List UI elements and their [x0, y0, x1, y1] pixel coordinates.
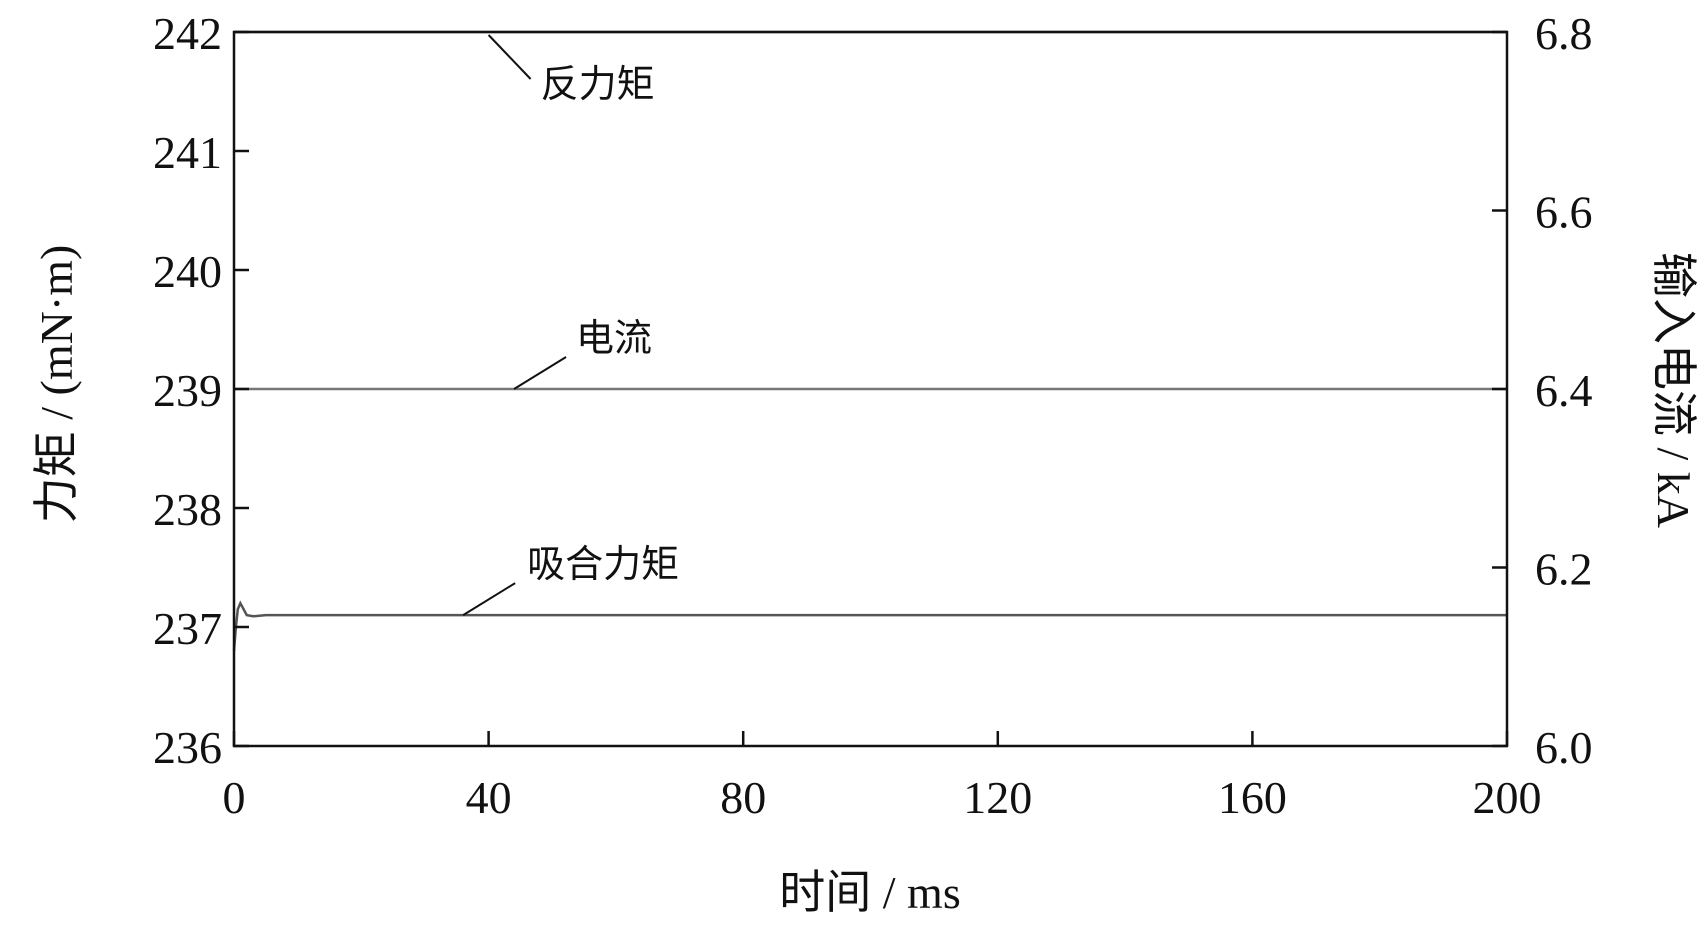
annotation-leader-0 — [487, 34, 532, 80]
x-tick-label: 40 — [466, 772, 512, 823]
series-label-2: 吸合力矩 — [527, 542, 679, 586]
x-tick-label: 160 — [1218, 772, 1287, 823]
y-left-tick-label: 241 — [153, 127, 222, 178]
y-right-tick-label: 6.4 — [1535, 365, 1593, 416]
series-line-2 — [232, 600, 1507, 651]
x-tick-label: 200 — [1473, 772, 1542, 823]
y-left-axis-title: 力矩 / (mN·m) — [31, 245, 82, 524]
x-axis-title: 时间 / ms — [779, 867, 960, 918]
x-tick-label: 0 — [223, 772, 246, 823]
x-tick-label: 80 — [720, 772, 766, 823]
y-right-tick-labels: 6.0 6.2 6.4 6.6 6.8 — [1535, 8, 1593, 773]
series-group — [232, 30, 1507, 651]
annotation-leaders — [462, 34, 567, 616]
x-tick-label: 120 — [963, 772, 1032, 823]
series-label-1: 电流 — [576, 316, 652, 360]
y-left-tick-label: 240 — [153, 246, 222, 297]
x-tick-labels: 0 40 80 120 160 200 — [223, 772, 1542, 823]
y-right-tick-label: 6.8 — [1535, 8, 1593, 59]
annotation-leader-2 — [462, 582, 516, 616]
y-left-tick-label: 239 — [153, 365, 222, 416]
y-right-axis-title: 输入电流 / kA — [1648, 252, 1699, 528]
y-right-tick-label: 6.2 — [1535, 544, 1593, 595]
series-label-0: 反力矩 — [541, 62, 655, 106]
y-right-tick-label: 6.6 — [1535, 187, 1593, 238]
y-left-tick-labels: 236 237 238 239 240 241 242 — [153, 8, 222, 773]
y-left-tick-label: 238 — [153, 484, 222, 535]
y-left-tick-label: 236 — [153, 722, 222, 773]
y-left-tick-label: 237 — [153, 603, 222, 654]
tick-marks — [232, 30, 1509, 748]
y-right-tick-label: 6.0 — [1535, 722, 1593, 773]
y-left-tick-label: 242 — [153, 8, 222, 59]
annotation-leader-1 — [513, 356, 567, 390]
plot-frame — [232, 30, 1509, 748]
